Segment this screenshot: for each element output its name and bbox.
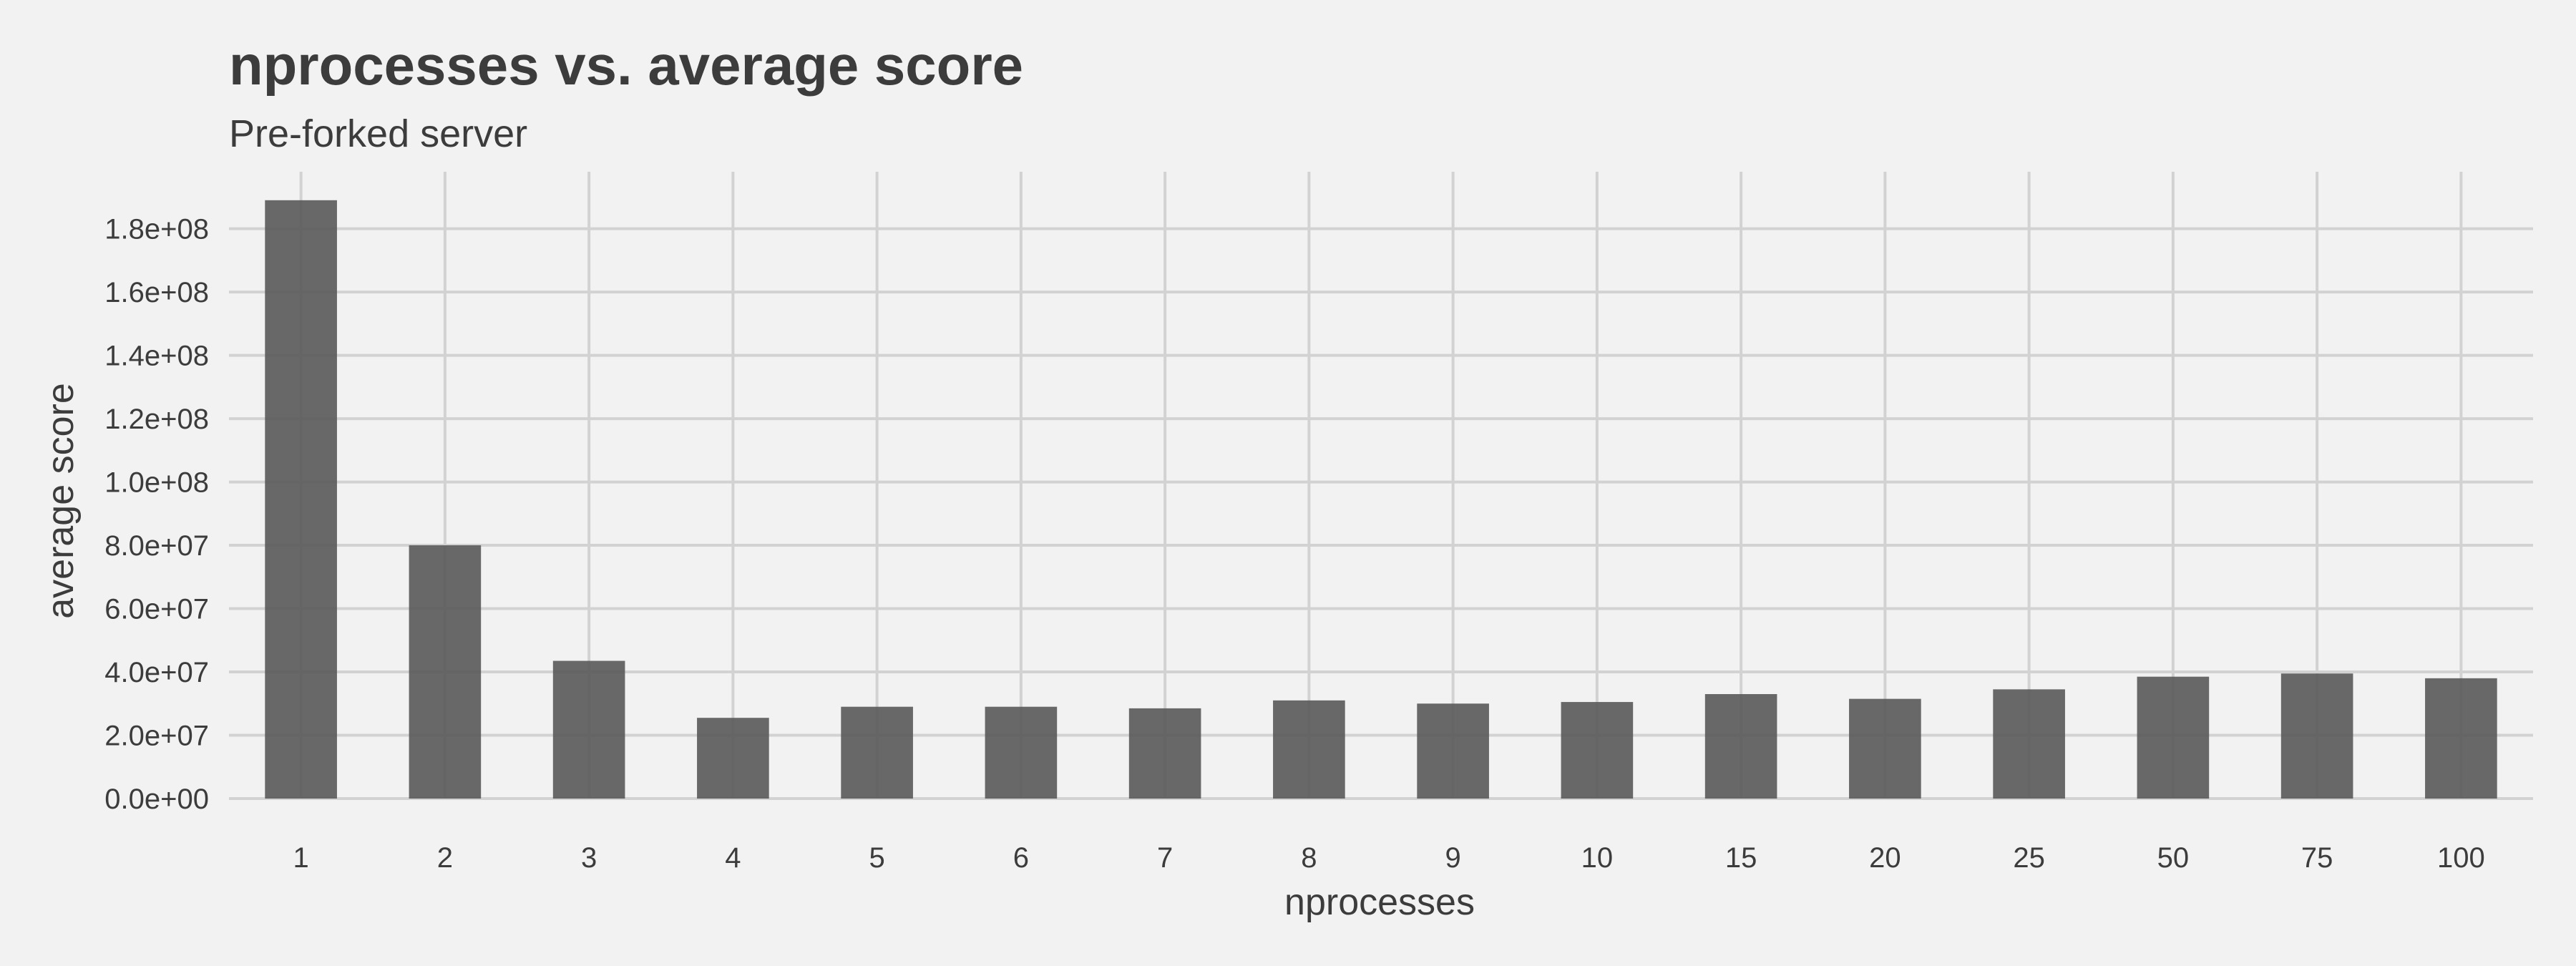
bar-5 [841, 706, 913, 799]
bar-4 [697, 718, 769, 799]
bar-7 [1128, 708, 1201, 799]
bar-50 [2137, 676, 2210, 799]
bar-6 [985, 706, 1058, 799]
x-tick-label: 5 [869, 842, 885, 874]
x-tick-label: 3 [581, 842, 597, 874]
y-tick-label: 1.4e+08 [104, 341, 209, 372]
bar-1 [265, 200, 337, 799]
x-tick-label: 2 [437, 842, 453, 874]
x-tick-label: 8 [1301, 842, 1317, 874]
bar-20 [1849, 698, 1921, 799]
x-axis-ticks: 1 2 3 4 5 6 7 8 9 10 15 20 25 50 75 100 [293, 842, 2485, 874]
chart-title: nprocesses vs. average score [229, 34, 1023, 97]
x-tick-label: 10 [1581, 842, 1614, 874]
x-tick-label: 20 [1869, 842, 1901, 874]
bar-9 [1417, 703, 1489, 799]
chart-subtitle: Pre-forked server [229, 112, 527, 155]
bar-2 [409, 545, 482, 799]
bar-15 [1704, 694, 1777, 799]
y-tick-label: 1.8e+08 [104, 214, 209, 245]
bar-8 [1273, 700, 1345, 799]
x-tick-label: 25 [2013, 842, 2045, 874]
x-tick-label: 100 [2437, 842, 2485, 874]
y-tick-label: 2.0e+07 [104, 721, 209, 752]
x-tick-label: 15 [1725, 842, 1757, 874]
bar-3 [552, 660, 625, 799]
bars [265, 200, 2497, 799]
y-axis-ticks: 0.0e+00 2.0e+07 4.0e+07 6.0e+07 8.0e+07 1.0e+… [104, 214, 209, 815]
y-tick-label: 8.0e+07 [104, 530, 209, 562]
bar-75 [2280, 673, 2353, 799]
x-axis-title: nprocesses [1284, 882, 1475, 923]
y-axis-title: average score [40, 383, 82, 619]
bar-25 [1993, 689, 2065, 799]
y-tick-label: 1.6e+08 [104, 277, 209, 308]
x-tick-label: 9 [1445, 842, 1461, 874]
x-tick-label: 75 [2301, 842, 2333, 874]
bar-10 [1561, 702, 1634, 799]
x-tick-label: 7 [1157, 842, 1173, 874]
x-tick-label: 50 [2157, 842, 2190, 874]
y-tick-label: 0.0e+00 [104, 784, 209, 815]
x-tick-label: 4 [725, 842, 741, 874]
x-tick-label: 6 [1013, 842, 1029, 874]
y-tick-label: 1.0e+08 [104, 467, 209, 499]
y-tick-label: 6.0e+07 [104, 594, 209, 625]
bar-100 [2425, 678, 2497, 799]
x-tick-label: 1 [293, 842, 309, 874]
y-tick-label: 1.2e+08 [104, 404, 209, 435]
y-tick-label: 4.0e+07 [104, 657, 209, 688]
